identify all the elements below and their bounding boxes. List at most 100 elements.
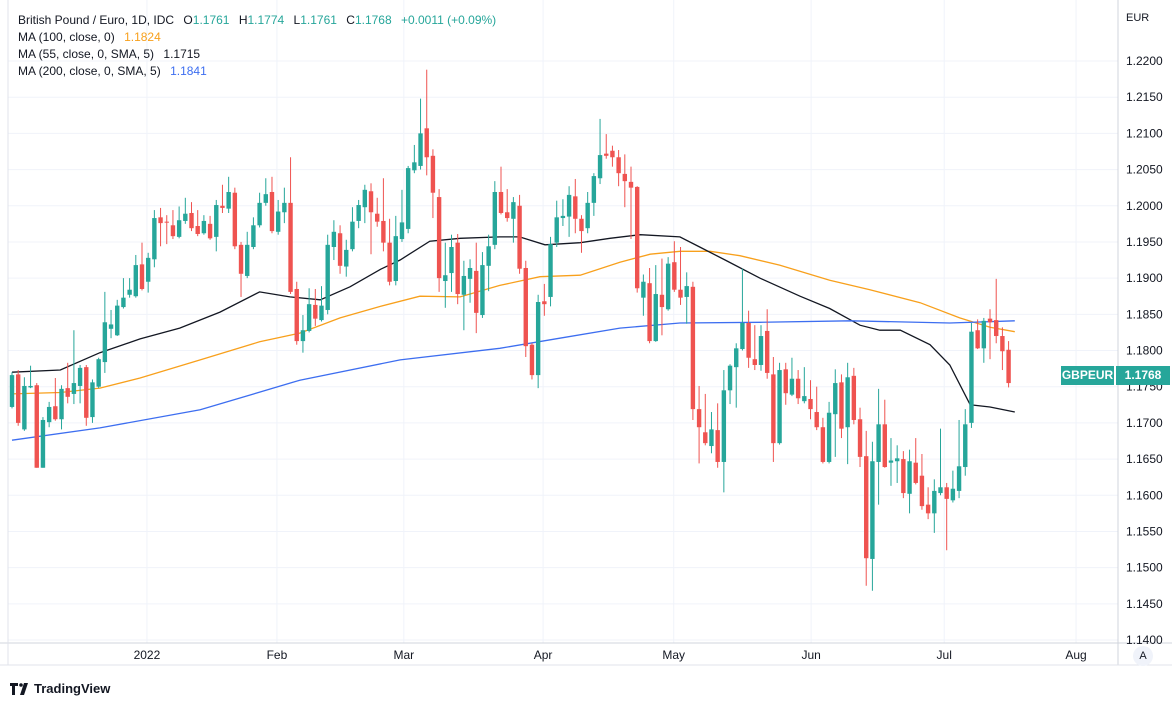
candle-body (554, 217, 559, 243)
candle-body (34, 385, 39, 468)
candle-body (826, 412, 832, 462)
y-tick-label: 1.2100 (1126, 126, 1163, 140)
logo-text: TradingView (34, 681, 111, 696)
candle-body (523, 267, 528, 347)
candle-body (715, 430, 720, 462)
candle-body (882, 424, 887, 468)
candle-body (604, 153, 609, 156)
candle-down (808, 380, 813, 420)
candle-up (535, 294, 541, 389)
y-tick-label: 1.1400 (1126, 633, 1163, 647)
candle-up (734, 343, 739, 408)
y-tick-label: 1.1950 (1126, 235, 1163, 249)
candle-up (362, 184, 368, 224)
candle-body (542, 301, 547, 305)
candle-up (758, 325, 764, 371)
candle-up (554, 200, 559, 248)
candle-down (337, 225, 343, 274)
candle-up (22, 377, 27, 431)
candle-up (802, 367, 807, 404)
candle-body (275, 211, 281, 232)
candle-body (628, 181, 634, 188)
candle-body (703, 432, 708, 444)
candle-up (356, 199, 361, 229)
candle-down (944, 482, 949, 551)
candle-down (455, 233, 460, 305)
ma55-legend[interactable]: MA (55, close, 0, SMA, 5) 1.1715 (18, 46, 200, 63)
candle-body (975, 330, 980, 349)
candle-body (498, 191, 504, 213)
auto-scale-button[interactable]: A (1133, 646, 1153, 666)
candle-up (721, 370, 727, 493)
y-tick-label: 1.2000 (1126, 199, 1163, 213)
candle-up (597, 118, 603, 185)
candle-up (214, 199, 219, 252)
ma100-value: 1.1824 (124, 30, 161, 44)
x-tick-label: Apr (534, 648, 553, 662)
low-value: 1.1761 (300, 13, 337, 27)
candle-body (220, 205, 225, 208)
candle-body (647, 283, 652, 342)
candle-body (734, 348, 739, 368)
candle-body (77, 367, 83, 386)
candle-up (319, 286, 324, 322)
candle-down (746, 310, 751, 368)
candle-up (938, 428, 943, 496)
candle-down (771, 357, 776, 462)
candle-body (653, 294, 658, 342)
candle-body (771, 374, 776, 444)
symbol-legend: British Pound / Euro, 1D, IDC O1.1761 H1… (18, 12, 496, 29)
candle-up (585, 191, 590, 234)
candle-up (393, 215, 398, 286)
ma100-legend[interactable]: MA (100, close, 0) 1.1824 (18, 29, 161, 46)
y-tick-label: 1.1600 (1126, 488, 1163, 502)
candle-up (833, 369, 838, 457)
candle-body (84, 367, 89, 418)
candle-up (876, 388, 881, 505)
candle-body (325, 244, 330, 310)
x-tick-label: 2022 (134, 648, 161, 662)
candle-body (319, 305, 324, 321)
time-axis[interactable]: 2022 Feb Mar Apr May Jun Jul Aug (134, 648, 1087, 662)
candle-body (486, 246, 491, 266)
candle-down (715, 403, 720, 468)
x-tick-label: Aug (1065, 648, 1086, 662)
candle-body (201, 220, 207, 234)
candle-up (263, 178, 268, 206)
candle-down (207, 215, 213, 240)
candle-body (857, 419, 863, 457)
moving-averages (11, 234, 1015, 441)
candle-body (139, 264, 145, 289)
y-tick-label: 1.1900 (1126, 271, 1163, 285)
candle-body (783, 369, 788, 394)
ma200-label: MA (200, close, 0, SMA, 5) (18, 64, 161, 78)
candle-down (288, 157, 293, 295)
candle-up (183, 197, 188, 224)
y-tick-label: 1.1700 (1126, 416, 1163, 430)
x-tick-label: May (662, 648, 685, 662)
candle-body (591, 176, 597, 203)
candle-up (418, 98, 423, 170)
candle-body (480, 265, 485, 316)
ma55-label: MA (55, close, 0, SMA, 5) (18, 47, 155, 61)
candle-body (672, 262, 677, 290)
candle-up (727, 364, 733, 405)
price-axis[interactable]: 1.1400 1.1450 1.1500 1.1550 1.1600 1.1650 1.17… (1126, 54, 1163, 647)
tradingview-logo[interactable]: TradingView (10, 681, 110, 696)
candle-up (566, 186, 572, 237)
candle-body (864, 456, 869, 559)
candle-body (418, 133, 423, 166)
y-tick-label: 1.1550 (1126, 524, 1163, 538)
candle-up (511, 197, 516, 243)
candle-down (987, 309, 993, 360)
candle-body (690, 286, 696, 410)
candle-body (263, 194, 268, 203)
candle-down (622, 154, 628, 208)
candle-body (684, 286, 689, 297)
ma100-label: MA (100, close, 0) (18, 30, 115, 44)
candle-body (121, 297, 126, 308)
candle-up (102, 291, 108, 373)
x-tick-label: Feb (267, 648, 288, 662)
ma200-legend[interactable]: MA (200, close, 0, SMA, 5) 1.1841 (18, 63, 207, 80)
